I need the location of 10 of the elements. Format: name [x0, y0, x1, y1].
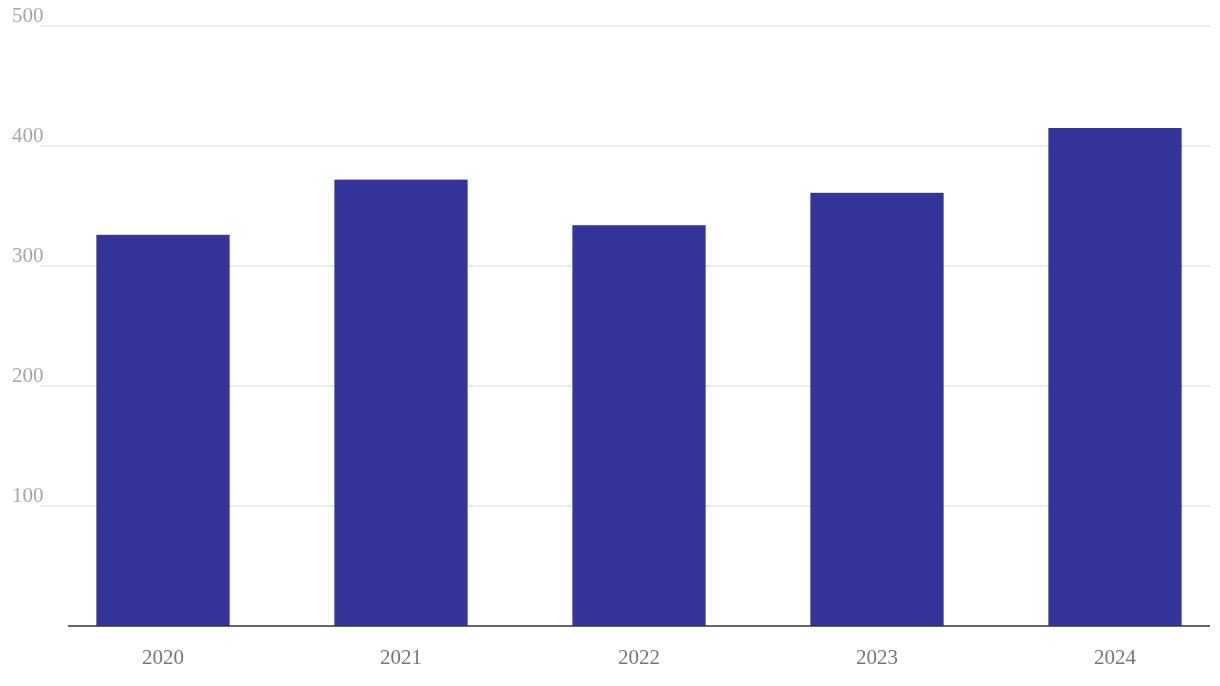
x-tick-label: 2020 [142, 645, 184, 669]
x-tick-label: 2024 [1094, 645, 1137, 669]
x-tick-label: 2023 [856, 645, 898, 669]
x-tick-label: 2022 [618, 645, 660, 669]
y-tick-label: 200 [12, 363, 44, 387]
x-tick-label: 2021 [380, 645, 422, 669]
y-tick-label: 400 [12, 123, 44, 147]
y-tick-label: 500 [12, 3, 44, 27]
y-tick-label: 100 [12, 483, 44, 507]
y-tick-label: 300 [12, 243, 44, 267]
